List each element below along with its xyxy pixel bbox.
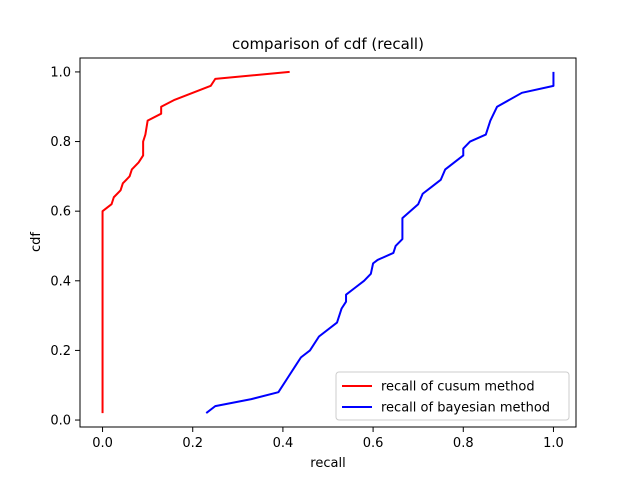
x-axis-ticks: 0.0 0.2 0.4 0.6 0.8 1.0 — [92, 427, 564, 451]
legend-label-bayesian: recall of bayesian method — [381, 401, 550, 416]
x-tick-label: 0.2 — [182, 436, 203, 451]
x-tick-label: 0.4 — [273, 436, 294, 451]
x-tick-label: 1.0 — [543, 436, 564, 451]
x-axis-label: recall — [310, 456, 345, 471]
y-axis-ticks: 0.0 0.2 0.4 0.6 0.8 1.0 — [50, 65, 80, 429]
legend-label-cusum: recall of cusum method — [381, 380, 535, 395]
x-tick-label: 0.0 — [92, 436, 113, 451]
x-tick-label: 0.6 — [363, 436, 384, 451]
legend: recall of cusum method recall of bayesia… — [335, 371, 570, 421]
y-tick-label: 0.0 — [50, 414, 71, 429]
plot-frame — [79, 57, 577, 428]
series-line-0 — [101, 70, 290, 414]
y-tick-label: 0.4 — [50, 274, 71, 289]
chart-title: comparison of cdf (recall) — [232, 35, 424, 53]
y-tick-label: 1.0 — [50, 65, 71, 80]
y-axis-label: cdf — [29, 232, 44, 252]
y-tick-label: 0.2 — [50, 344, 71, 359]
y-tick-label: 0.8 — [50, 135, 71, 150]
legend-box — [335, 371, 570, 421]
x-tick-label: 0.8 — [453, 436, 474, 451]
series-line-1 — [205, 71, 555, 414]
series-layer — [101, 70, 555, 414]
y-tick-label: 0.6 — [50, 205, 71, 220]
